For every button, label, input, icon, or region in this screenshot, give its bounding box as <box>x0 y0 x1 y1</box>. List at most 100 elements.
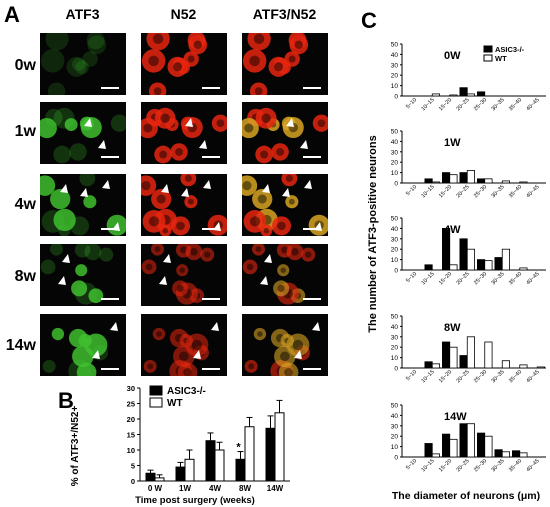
neuron-nucleus <box>292 339 304 351</box>
micrograph-atf3-14w <box>40 314 126 376</box>
chart-c-x-tick-label: 15~20 <box>438 458 453 473</box>
neuron-cell <box>154 107 176 129</box>
scale-bar <box>303 156 321 158</box>
chart-c-x-tick-label: 35~40 <box>508 97 523 112</box>
neuron-cell <box>180 174 197 187</box>
neuron-nucleus <box>284 368 294 376</box>
chart-b-bar-asic3 <box>175 466 186 482</box>
chart-c-title: 1W <box>444 137 461 149</box>
neuron-cell <box>75 264 88 277</box>
chart-c-x-tick-label: 35~40 <box>508 369 523 384</box>
chart-c-x-tick-label: 35~40 <box>508 184 523 199</box>
chart-b-x-tick-label: 1W <box>179 484 191 493</box>
chart-c-bar-wt <box>449 264 458 271</box>
chart-c-bar-wt <box>431 93 440 97</box>
chart-c: The number of ATF3-positive neurons The … <box>367 42 546 502</box>
neuron-nucleus <box>281 246 288 254</box>
neuron-nucleus <box>246 263 254 271</box>
neuron-cell <box>50 188 71 210</box>
micrograph-atf3-8w <box>40 244 126 306</box>
chart-c-x-tick-label: 10~15 <box>420 97 435 112</box>
neuron-nucleus <box>162 227 169 234</box>
neuron-cell <box>41 210 65 233</box>
neuron-cell <box>40 259 56 275</box>
chart-b-significance-mark: * <box>236 442 241 454</box>
chart-c-bar-wt <box>536 366 545 369</box>
scale-bar <box>101 298 119 300</box>
chart-c-bar-wt <box>501 360 510 369</box>
chart-c-y-tick-label: 50 <box>391 403 399 410</box>
arrowhead-icon <box>163 254 171 263</box>
neuron-nucleus <box>254 87 263 95</box>
chart-c-y-tick-label: 50 <box>391 216 399 223</box>
chart-b-x-axis-label: Time post surgery (weeks) <box>135 495 255 506</box>
neuron-cell <box>88 288 104 304</box>
chart-c-y-tick-label: 50 <box>391 42 399 49</box>
chart-c-bar-wt <box>501 451 510 458</box>
chart-c-bar-asic3 <box>459 238 468 271</box>
neuron-nucleus <box>191 339 203 351</box>
micrograph-n52-14w <box>141 314 227 376</box>
chart-c-x-tick-label: 5~10 <box>405 271 418 284</box>
neuron-nucleus <box>156 194 166 204</box>
chart-c-x-axis-label: The diameter of neurons (μm) <box>392 490 540 502</box>
scale-bar <box>303 87 321 89</box>
chart-c-x-tick-label: 20~25 <box>455 271 470 286</box>
neuron-cell <box>253 327 267 341</box>
chart-c-x-tick-label: 30~35 <box>490 458 505 473</box>
arrowhead-icon <box>185 118 193 127</box>
chart-c-y-tick-label: 10 <box>391 170 399 177</box>
neuron-nucleus <box>248 363 255 370</box>
chart-c-bar-wt <box>519 364 528 369</box>
micrograph-n52-1w <box>141 102 227 164</box>
neuron-cell <box>141 259 157 275</box>
chart-c-bar-wt <box>501 180 510 184</box>
neuron-cell <box>242 175 258 196</box>
chart-c-x-tick-label: 35~40 <box>508 458 523 473</box>
neuron-cell <box>110 114 126 132</box>
arrowhead-icon <box>98 140 106 149</box>
chart-c-bar-wt <box>466 423 475 458</box>
chart-c-bar-wt <box>431 181 440 184</box>
chart-c-y-tick-label: 30 <box>391 62 399 69</box>
chart-b-legend-label: ASIC3-/- <box>167 386 206 397</box>
column-header-merge: ATF3/N52 <box>252 6 317 22</box>
chart-c-bar-asic3 <box>442 172 451 184</box>
chart-c-y-tick-label: 50 <box>391 314 399 321</box>
chart-c-legend-swatch <box>483 54 493 62</box>
neuron-nucleus <box>173 62 183 72</box>
chart-c-bar-wt <box>449 94 458 97</box>
chart-c-x-tick-label: 5~10 <box>405 184 418 197</box>
chart-c-bar-wt <box>466 336 475 369</box>
neuron-cell <box>255 145 273 164</box>
chart-c-y-tick-label: 10 <box>391 444 399 451</box>
chart-c-legend-label: WT <box>495 54 507 63</box>
neuron-cell <box>252 188 273 210</box>
neuron-cell <box>148 82 167 95</box>
chart-c-x-tick-label: 30~35 <box>490 271 505 286</box>
row-label-14w: 14w <box>5 337 36 354</box>
scale-bar <box>303 228 321 230</box>
neuron-nucleus <box>263 227 270 234</box>
neuron-nucleus <box>257 194 267 204</box>
chart-c-x-tick-label: 35~40 <box>508 271 523 286</box>
arrowhead-icon <box>62 254 70 263</box>
neuron-cell <box>142 210 166 233</box>
chart-c-bar-wt <box>519 267 528 271</box>
neuron-cell <box>64 118 78 132</box>
neuron-nucleus <box>178 351 189 362</box>
chart-c-x-tick-label: 5~10 <box>405 369 418 382</box>
scale-bar <box>202 368 220 370</box>
neuron-nucleus <box>190 248 198 256</box>
arrowhead-icon <box>260 276 268 285</box>
neuron-nucleus <box>276 148 285 156</box>
arrowhead-icon <box>199 140 207 149</box>
neuron-nucleus <box>294 40 303 50</box>
neuron-cell <box>75 60 89 75</box>
neuron-cell <box>154 145 172 164</box>
chart-c-bar-wt <box>484 178 493 184</box>
chart-c-bar-asic3 <box>459 172 468 184</box>
chart-b-bar-asic3 <box>235 458 246 482</box>
panel-b-label: B <box>58 388 74 413</box>
neuron-cell <box>286 244 304 261</box>
